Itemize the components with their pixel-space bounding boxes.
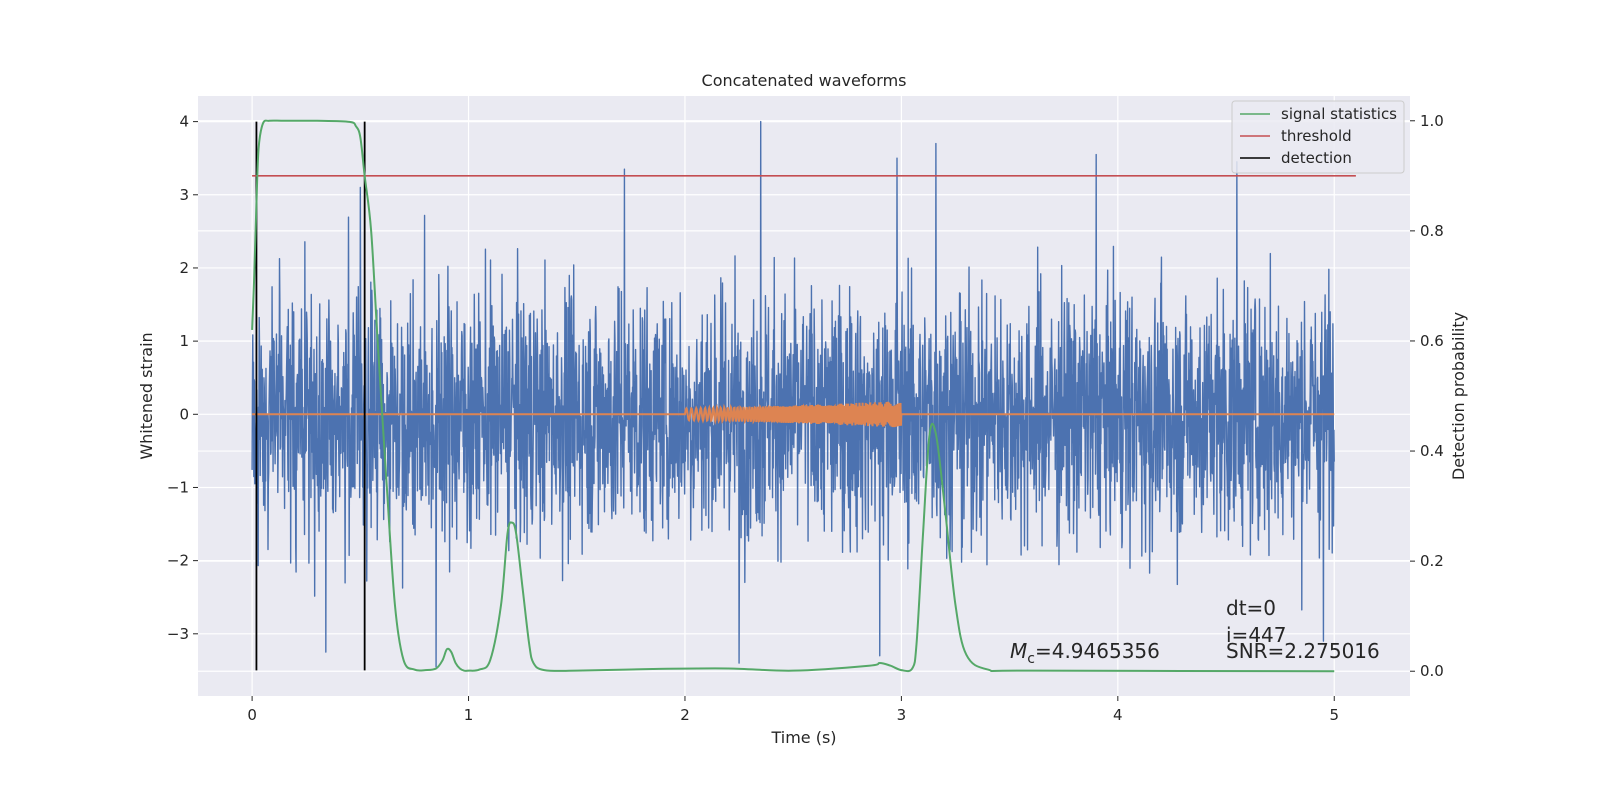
annotation-dt: dt=0	[1226, 596, 1276, 620]
annotation-mc-symbol: M	[1010, 639, 1027, 663]
legend-frame	[1231, 100, 1405, 174]
x-tick-label: 2	[680, 706, 690, 724]
y2-tick-label: 1.0	[1420, 112, 1444, 130]
signal-statistics-line	[251, 119, 1335, 673]
x-tick-label: 3	[897, 706, 907, 724]
annotation-mc-value: =4.9465356	[1035, 639, 1160, 663]
y-tick-label: 0	[179, 405, 189, 423]
data-layer	[251, 119, 1356, 673]
strain-line	[251, 120, 1335, 668]
annotation-mc: Mc=4.9465356	[1010, 639, 1160, 667]
y-axis-label: Whitened strain	[137, 332, 156, 459]
y-tick-label: −1	[167, 478, 189, 496]
y2-axis-label: Detection probability	[1449, 312, 1468, 480]
y-tick-label: 2	[179, 259, 189, 277]
annotation-mc-subscript: c	[1027, 651, 1035, 667]
x-tick-label: 4	[1113, 706, 1123, 724]
y2-tick-label: 0.6	[1420, 332, 1444, 350]
y2-tick-label: 0.8	[1420, 222, 1444, 240]
annotations: dt=0 i=447 Mc=4.9465356 SNR=2.275016	[1010, 596, 1380, 667]
template-line	[252, 401, 1335, 428]
y-tick-label: 1	[179, 332, 189, 350]
x-tick-label: 0	[247, 706, 257, 724]
y2-tick-label: 0.0	[1420, 662, 1444, 680]
y-tick-label: 4	[179, 113, 189, 131]
legend-label-detection: detection	[1281, 149, 1352, 167]
x-tick-label: 5	[1329, 706, 1339, 724]
annotation-snr: SNR=2.275016	[1226, 639, 1380, 663]
ticks: 0 1 2 3 4 5 −3 −2 −1 0 1 2 3 4 0.0 0.2 0.4 0.6 0.8 1.0	[167, 112, 1444, 724]
annotation-i: i=447	[1226, 623, 1287, 647]
chart-title: Concatenated waveforms	[702, 71, 907, 90]
y-tick-label: 3	[179, 186, 189, 204]
y-tick-label: −3	[167, 625, 189, 643]
legend: signal statistics threshold detection	[1231, 100, 1405, 174]
legend-label-threshold: threshold	[1281, 127, 1352, 145]
y2-tick-label: 0.2	[1420, 552, 1444, 570]
x-tick-label: 1	[464, 706, 474, 724]
x-axis-label: Time (s)	[770, 728, 836, 747]
legend-label-signal-statistics: signal statistics	[1281, 105, 1397, 123]
y-tick-label: −2	[167, 552, 189, 570]
y2-tick-label: 0.4	[1420, 442, 1444, 460]
